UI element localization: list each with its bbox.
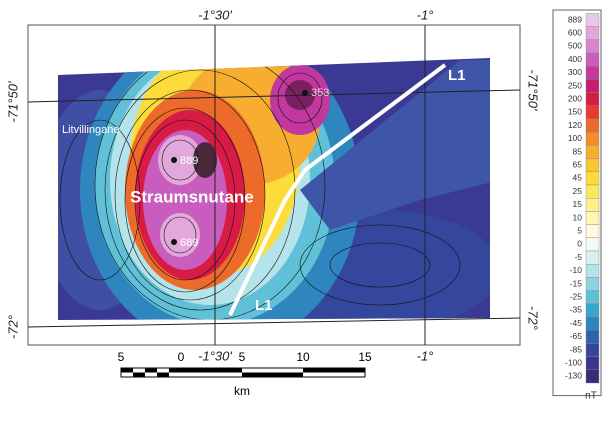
legend-swatch <box>586 159 599 172</box>
legend-label: 85 <box>573 146 583 156</box>
legend-swatch <box>586 330 599 343</box>
legend-swatch <box>586 251 599 264</box>
legend-label: 200 <box>568 93 582 103</box>
feature-name: Straumsnutane <box>130 187 254 206</box>
legend-swatch <box>586 132 599 145</box>
legend-swatch <box>586 370 599 383</box>
legend-swatch <box>586 225 599 238</box>
legend-swatch <box>586 238 599 251</box>
coord-label: -1°30' <box>198 348 232 363</box>
scale-tick-label: 10 <box>296 350 310 364</box>
legend-label: -100 <box>565 357 582 367</box>
peak-label: 689 <box>180 237 198 249</box>
coord-label: -71°50' <box>526 70 541 111</box>
legend-label: 500 <box>568 41 582 51</box>
coord-label: -72° <box>526 306 541 330</box>
legend-swatch <box>586 264 599 277</box>
legend-swatch <box>586 211 599 224</box>
map-figure: 889 689 353 Litvillingane Straumsnutane … <box>0 0 604 425</box>
legend-label: 150 <box>568 107 582 117</box>
legend-swatch <box>586 79 599 92</box>
coord-label: -72° <box>5 315 20 339</box>
legend-label: 300 <box>568 67 582 77</box>
coord-label: -1° <box>417 7 434 22</box>
legend-label: 15 <box>573 199 583 209</box>
legend-label: 10 <box>573 212 583 222</box>
legend-swatch <box>586 291 599 304</box>
legend-label: -15 <box>570 278 583 288</box>
legend-swatch <box>586 172 599 185</box>
scale-unit: km <box>234 384 250 398</box>
legend-swatch <box>586 27 599 40</box>
legend-label: 600 <box>568 27 582 37</box>
legend-swatch <box>586 66 599 79</box>
legend-label: -45 <box>570 318 583 328</box>
legend-swatch <box>586 93 599 106</box>
legend-label: -35 <box>570 305 583 315</box>
legend-label: 45 <box>573 173 583 183</box>
legend-swatch <box>586 40 599 53</box>
legend-swatch <box>586 343 599 356</box>
legend-label: 120 <box>568 120 582 130</box>
legend-swatch <box>586 145 599 158</box>
color-legend: 8896005004003002502001501201008565452515… <box>553 10 601 396</box>
legend-swatch <box>586 198 599 211</box>
scale-tick-label: 15 <box>358 350 372 364</box>
legend-label: -85 <box>570 344 583 354</box>
legend-swatch <box>586 106 599 119</box>
legend-label: 65 <box>573 159 583 169</box>
legend-swatch <box>586 185 599 198</box>
profile-label: L1 <box>255 297 273 314</box>
legend-swatch <box>586 304 599 317</box>
profile-label: L1 <box>448 67 466 84</box>
legend-swatch <box>586 53 599 66</box>
legend-label: 5 <box>577 225 582 235</box>
legend-label: 0 <box>577 239 582 249</box>
legend-swatch <box>586 13 599 26</box>
legend-swatch <box>586 357 599 370</box>
legend-label: -65 <box>570 331 583 341</box>
legend-label: -130 <box>565 371 582 381</box>
coord-label: -71°50' <box>5 81 20 122</box>
scale-tick-label: 5 <box>118 350 125 364</box>
legend-label: -25 <box>570 291 583 301</box>
legend-label: -5 <box>574 252 582 262</box>
scale-tick-label: 5 <box>239 350 246 364</box>
scale-bar <box>121 368 365 377</box>
peak-label: 353 <box>311 87 329 99</box>
legend-swatch <box>586 277 599 290</box>
legend-swatch <box>586 119 599 132</box>
coord-label: -1°30' <box>198 7 232 22</box>
legend-label: -10 <box>570 265 583 275</box>
legend-label: 400 <box>568 54 582 64</box>
legend-label: 100 <box>568 133 582 143</box>
legend-swatch <box>586 317 599 330</box>
legend-unit: nT <box>585 391 597 402</box>
peak-label: 889 <box>180 155 198 167</box>
legend-label: 25 <box>573 186 583 196</box>
legend-label: 250 <box>568 80 582 90</box>
legend-label: 889 <box>568 14 582 24</box>
place-name: Litvillingane <box>62 124 119 136</box>
scale-tick-label: 0 <box>178 350 185 364</box>
coord-label: -1° <box>417 348 434 363</box>
